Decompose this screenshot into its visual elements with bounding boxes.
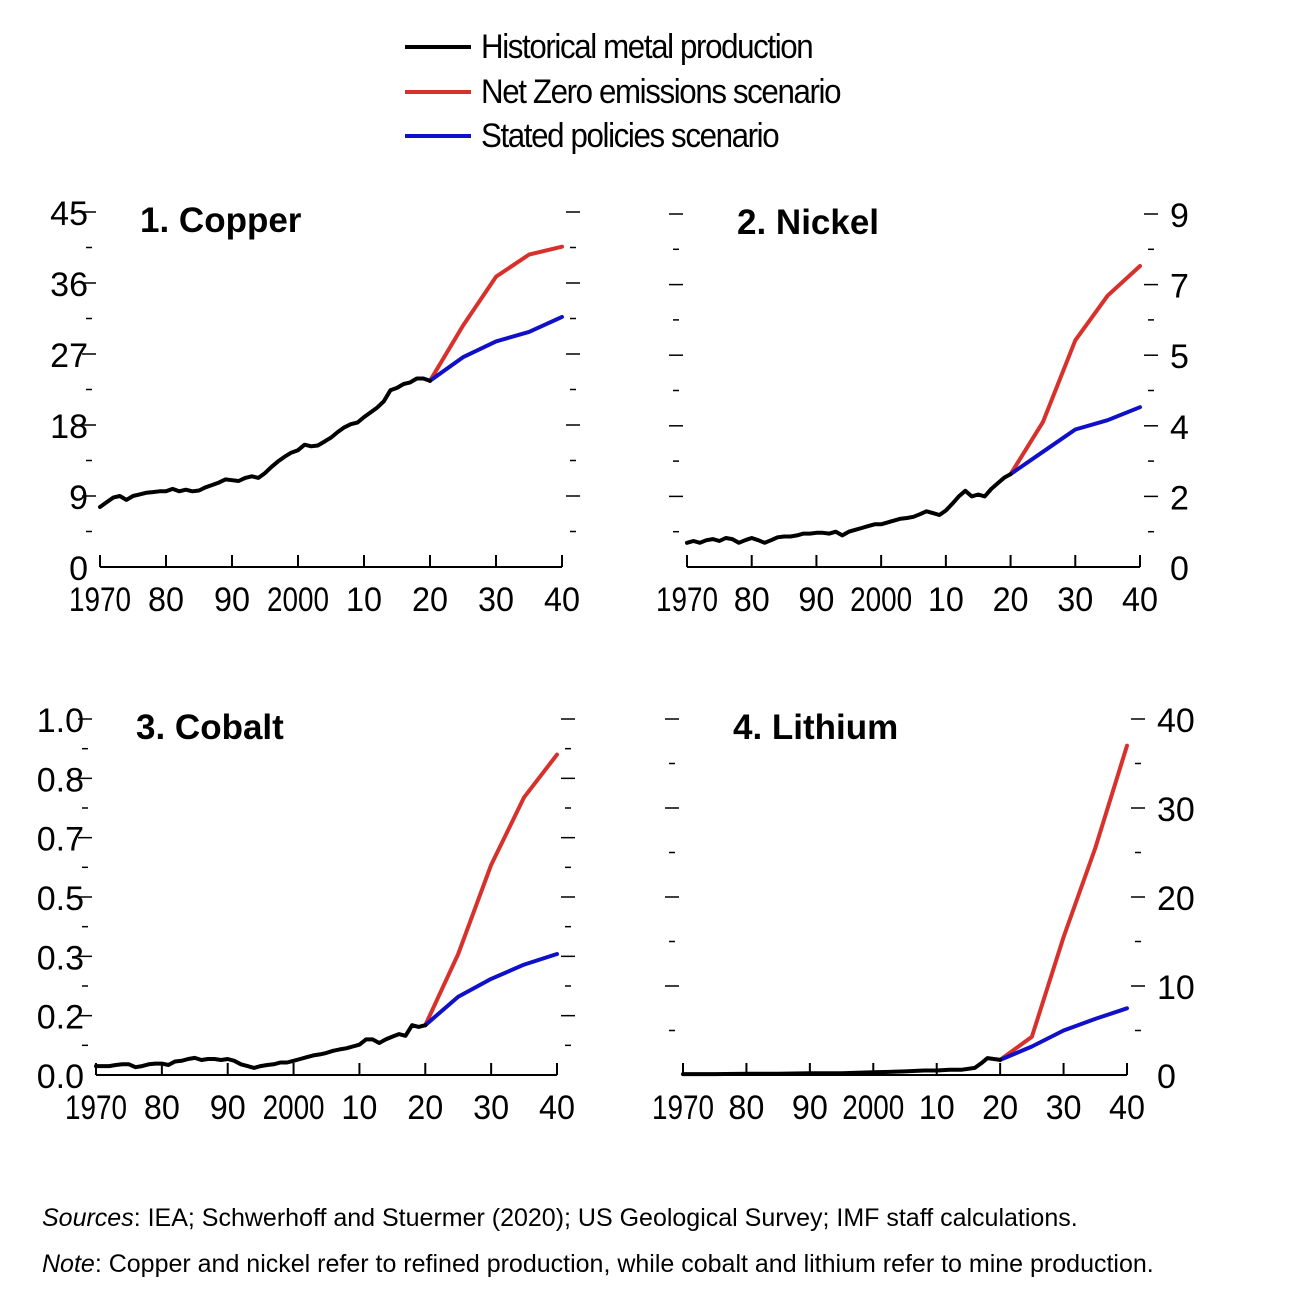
- chart-title: 1. Copper: [140, 201, 302, 240]
- x-tick-label: 30: [1057, 581, 1093, 619]
- note-line: Note: Copper and nickel refer to refined…: [42, 1250, 1302, 1279]
- sources-label: Sources: [42, 1204, 134, 1232]
- x-tick-label: 10: [928, 581, 964, 619]
- y-tick-label: 7: [1170, 268, 1189, 306]
- x-tick-label: 80: [728, 1089, 764, 1127]
- legend-swatch-historical: [405, 45, 471, 49]
- chart-panel-4: 1970 80 90 2000 10 20 30 40 0 10 20 30 40 4. Lithium: [652, 702, 1195, 1127]
- y-tick-label: 0.8: [37, 761, 84, 799]
- y-tick-label: 27: [50, 337, 88, 375]
- series-line-steps: [998, 1006, 1129, 1062]
- x-tick-label: 20: [407, 1089, 443, 1127]
- y-tick-label: 18: [50, 408, 88, 446]
- series-line-historical: [94, 1023, 428, 1070]
- legend-item-historical: Historical metal production: [405, 25, 841, 69]
- sources-text: : IEA; Schwerhoff and Stuermer (2020); U…: [133, 1204, 1078, 1232]
- x-tick-label: 40: [544, 581, 580, 619]
- chart-panel-1: 1970 80 90 2000 10 20 30 40 0 9 18 27 36 45 1. Copper: [50, 195, 580, 619]
- chart-title: 3. Cobalt: [136, 708, 284, 747]
- legend-swatch-steps: [405, 134, 471, 138]
- series-line-steps: [428, 314, 564, 383]
- y-tick-label: 40: [1157, 702, 1195, 740]
- chart-grid: 1970 80 90 2000 10 20 30 40 0 9 18 27 36 45 1. Copper 1…: [0, 170, 1308, 1160]
- series-line-historical: [98, 376, 432, 509]
- y-tick-label: 4: [1170, 409, 1189, 447]
- y-tick-label: 45: [50, 195, 88, 233]
- note-label: Note: [42, 1250, 95, 1278]
- sources-line: Sources: IEA; Schwerhoff and Stuermer (2…: [42, 1204, 1302, 1233]
- x-tick-label: 2000: [850, 581, 912, 619]
- y-tick-label: 0.5: [37, 880, 84, 918]
- legend-label-steps: Stated policies scenario: [481, 116, 780, 155]
- x-tick-label: 90: [214, 581, 250, 619]
- series-line-nze: [428, 244, 564, 383]
- legend-label-nze: Net Zero emissions scenario: [481, 72, 841, 111]
- y-tick-label: 10: [1157, 969, 1195, 1007]
- x-tick-label: 1970: [656, 581, 718, 619]
- x-tick-label: 10: [919, 1089, 955, 1127]
- x-tick-label: 30: [1046, 1089, 1082, 1127]
- y-tick-label: 30: [1157, 791, 1195, 829]
- y-tick-label: 9: [69, 479, 88, 517]
- x-tick-label: 40: [1109, 1089, 1145, 1127]
- series-line-steps: [423, 952, 559, 1028]
- y-tick-label: 0.3: [37, 939, 84, 977]
- x-tick-label: 20: [412, 581, 448, 619]
- y-tick-label: 0.2: [37, 999, 84, 1037]
- x-tick-label: 1970: [69, 581, 131, 619]
- y-tick-label: 0: [1170, 550, 1189, 588]
- note-text: : Copper and nickel refer to refined pro…: [94, 1250, 1154, 1278]
- chart-title: 2. Nickel: [737, 203, 879, 242]
- x-tick-label: 80: [734, 581, 770, 619]
- x-tick-label: 40: [539, 1089, 575, 1127]
- legend-item-steps: Stated policies scenario: [405, 114, 804, 158]
- x-tick-label: 30: [478, 581, 514, 619]
- series-line-steps: [1008, 405, 1142, 477]
- x-tick-label: 30: [473, 1089, 509, 1127]
- y-tick-label: 5: [1170, 338, 1189, 376]
- series-line-nze: [1008, 264, 1142, 477]
- legend-label-historical: Historical metal production: [481, 27, 814, 66]
- x-tick-label: 90: [792, 1089, 828, 1127]
- legend: Historical metal production Net Zero emi…: [405, 22, 965, 162]
- chart-panel-2: 1970 80 90 2000 10 20 30 40 0 2 4 5 7 9 2. Nickel: [656, 197, 1189, 619]
- x-tick-label: 1970: [652, 1089, 714, 1127]
- series-line-nze: [423, 752, 559, 1028]
- series-line-historical: [681, 1056, 1003, 1077]
- x-tick-label: 80: [148, 581, 184, 619]
- x-tick-label: 80: [144, 1089, 180, 1127]
- x-tick-label: 1970: [65, 1089, 127, 1127]
- x-tick-label: 10: [341, 1089, 377, 1127]
- y-tick-label: 0: [1157, 1058, 1176, 1096]
- legend-swatch-nze: [405, 90, 471, 94]
- x-tick-label: 90: [798, 581, 834, 619]
- y-tick-label: 1.0: [37, 702, 84, 740]
- chart-title: 4. Lithium: [733, 708, 898, 747]
- y-tick-label: 2: [1170, 479, 1189, 517]
- y-tick-label: 20: [1157, 880, 1195, 918]
- legend-item-nze: Net Zero emissions scenario: [405, 70, 871, 114]
- x-tick-label: 90: [210, 1089, 246, 1127]
- x-tick-label: 2000: [842, 1089, 904, 1127]
- x-tick-label: 20: [993, 581, 1029, 619]
- y-tick-label: 0.0: [37, 1058, 84, 1096]
- chart-panel-3: 1970 80 90 2000 10 20 30 40 0.0 0.2 0.3 0.5 0.7 0.8 1.…: [37, 702, 575, 1127]
- y-tick-label: 0.7: [37, 821, 84, 859]
- series-line-historical: [685, 472, 1013, 545]
- series-line-nze: [998, 743, 1129, 1062]
- x-tick-label: 10: [346, 581, 382, 619]
- x-tick-label: 2000: [263, 1089, 325, 1127]
- y-tick-label: 36: [50, 266, 88, 304]
- x-tick-label: 40: [1122, 581, 1158, 619]
- y-tick-label: 0: [69, 550, 88, 588]
- x-tick-label: 20: [982, 1089, 1018, 1127]
- y-tick-label: 9: [1170, 197, 1189, 235]
- x-tick-label: 2000: [267, 581, 329, 619]
